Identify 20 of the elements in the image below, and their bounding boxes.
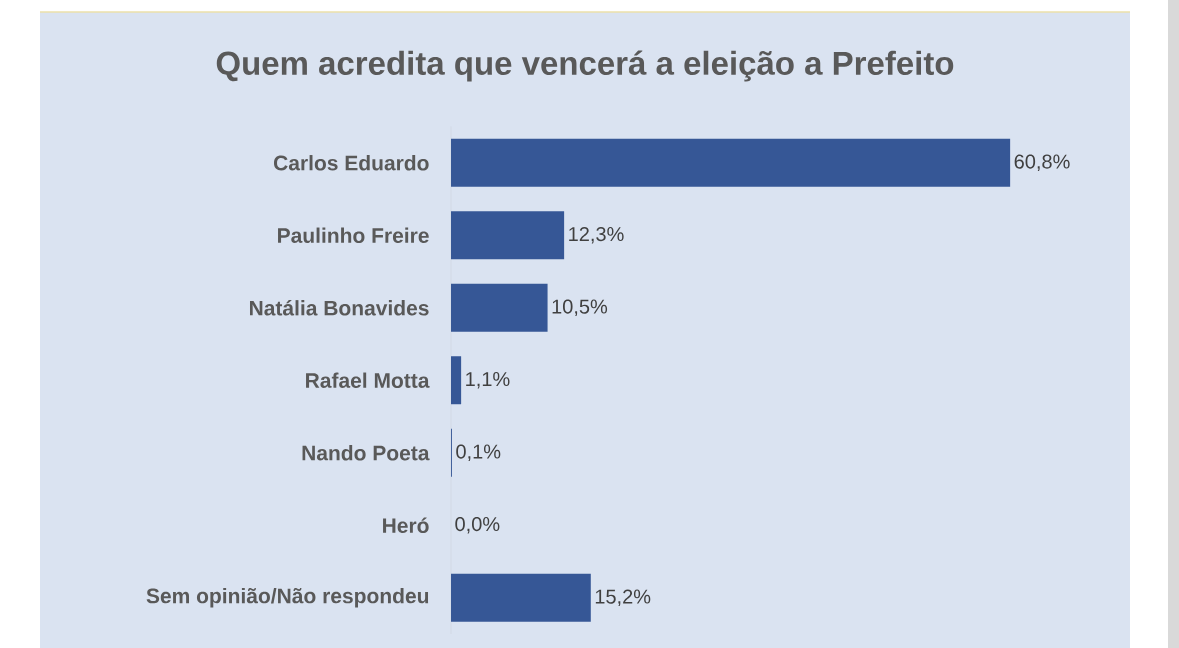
y-tick-label: Nando Poeta — [302, 445, 430, 461]
data-label: 0,1% — [456, 444, 501, 462]
bar — [451, 356, 462, 405]
data-label: 10,5% — [552, 299, 608, 317]
data-label: 60,8% — [1014, 154, 1070, 172]
y-tick-label: Natália Bonavides — [249, 299, 429, 316]
y-tick-label: Sem opinião/Não respondeu — [146, 587, 429, 608]
bar — [451, 138, 1011, 187]
y-tick-label: Heró — [383, 517, 429, 534]
bar — [451, 211, 565, 260]
y-tick-label: Carlos Eduardo — [273, 155, 429, 171]
y-tick-label: Rafael Motta — [306, 372, 430, 388]
bar — [451, 283, 548, 332]
data-label: 15,2% — [595, 589, 651, 607]
data-label: 12,3% — [569, 226, 624, 244]
data-label: 1,1% — [466, 372, 510, 389]
y-tick-label: Paulinho Freire — [278, 227, 429, 243]
data-label: 0,0% — [455, 516, 500, 534]
chart-title: Quem acredita que vencerá a eleição a Prefeito — [216, 50, 954, 82]
bar — [451, 573, 591, 622]
